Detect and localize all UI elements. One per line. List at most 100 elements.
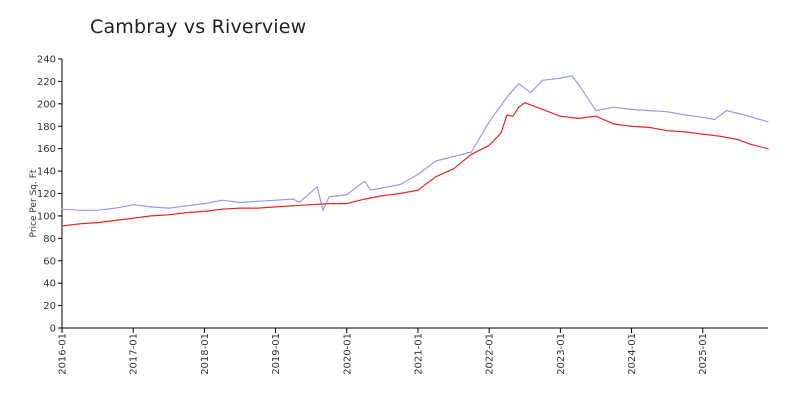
data-point xyxy=(381,195,383,197)
data-point xyxy=(767,148,769,150)
x-tick-label: 2020-01 xyxy=(342,333,353,375)
data-point xyxy=(737,139,739,141)
data-point xyxy=(328,203,330,205)
data-point xyxy=(257,200,259,202)
data-point xyxy=(399,183,401,186)
data-point xyxy=(168,214,170,216)
data-point xyxy=(275,199,277,201)
x-tick-label: 2021-01 xyxy=(413,333,424,375)
chart-axes: 0 20 40 60 80 100 120 140 160 180 200 220 240 2016-01… xyxy=(29,55,768,375)
data-point xyxy=(571,75,573,77)
data-point xyxy=(221,208,223,210)
data-point xyxy=(453,155,455,158)
y-tick-label: 200 xyxy=(37,99,56,110)
y-tick-label: 80 xyxy=(43,234,56,245)
data-point xyxy=(530,92,532,94)
data-point xyxy=(435,160,437,162)
data-point xyxy=(114,219,116,221)
data-point xyxy=(186,205,188,207)
y-tick-label: 180 xyxy=(37,122,56,133)
data-point xyxy=(666,111,668,113)
x-tick-label: 2016-01 xyxy=(58,333,69,375)
x-tick-label: 2024-01 xyxy=(627,333,638,375)
data-point xyxy=(595,115,597,117)
x-tick-label: 2022-01 xyxy=(485,333,496,375)
data-point xyxy=(369,189,372,191)
series-1 xyxy=(61,102,769,227)
data-point xyxy=(364,198,366,200)
data-point xyxy=(684,114,686,116)
y-tick-label: 100 xyxy=(37,211,56,222)
data-point xyxy=(648,110,650,112)
data-point xyxy=(506,96,508,98)
data-point xyxy=(613,106,615,108)
data-point xyxy=(79,209,81,211)
y-tick-label: 20 xyxy=(43,301,56,312)
data-point xyxy=(630,125,633,127)
chart-title: Cambray vs Riverview xyxy=(90,16,307,38)
data-point xyxy=(488,144,490,146)
data-point xyxy=(417,173,419,175)
data-point xyxy=(150,215,152,217)
y-tick-label: 60 xyxy=(43,256,56,267)
data-point xyxy=(417,189,419,191)
data-point xyxy=(186,212,188,214)
data-point xyxy=(506,114,508,116)
data-point xyxy=(239,207,241,209)
data-point xyxy=(559,115,562,117)
data-point xyxy=(595,110,597,112)
data-point xyxy=(559,77,562,79)
data-point xyxy=(150,206,152,208)
data-point xyxy=(381,187,383,189)
y-tick-label: 240 xyxy=(37,55,56,66)
x-tick-label: 2019-01 xyxy=(271,333,282,375)
data-point xyxy=(518,83,520,85)
y-tick-label: 220 xyxy=(37,77,56,88)
data-point xyxy=(583,92,585,94)
data-point xyxy=(97,209,99,211)
data-point xyxy=(132,217,134,219)
data-point xyxy=(524,102,526,104)
data-point xyxy=(725,110,728,112)
data-point xyxy=(79,223,81,225)
data-point xyxy=(512,115,514,117)
data-point xyxy=(435,176,437,178)
x-tick-label: 2025-01 xyxy=(698,333,709,375)
series-layer xyxy=(61,75,769,227)
y-tick-label: 120 xyxy=(37,189,56,200)
y-axis-title: Price Per Sq. Ft xyxy=(29,169,39,237)
data-point xyxy=(168,207,170,209)
data-point xyxy=(310,204,312,206)
series-line xyxy=(61,102,769,227)
data-point xyxy=(364,180,366,182)
data-point xyxy=(399,192,401,195)
data-point xyxy=(613,123,615,125)
x-tick-label: 2023-01 xyxy=(556,333,567,375)
data-point xyxy=(203,203,205,205)
data-point xyxy=(767,121,769,123)
data-point xyxy=(61,225,63,227)
data-point xyxy=(114,207,116,209)
y-tick-label: 160 xyxy=(37,144,56,155)
data-point xyxy=(453,168,455,170)
data-point xyxy=(749,143,751,145)
data-point xyxy=(346,194,348,196)
data-point xyxy=(470,153,472,155)
data-point xyxy=(630,108,633,110)
y-tick-label: 0 xyxy=(50,324,56,335)
data-point xyxy=(322,209,324,211)
data-point xyxy=(61,208,63,210)
data-point xyxy=(684,131,686,133)
data-point xyxy=(542,108,544,110)
data-point xyxy=(346,203,348,205)
data-point xyxy=(666,130,668,132)
data-point xyxy=(292,198,294,200)
data-point xyxy=(203,210,205,212)
data-point xyxy=(702,133,704,135)
x-tick-label: 2018-01 xyxy=(200,333,211,375)
y-tick-label: 40 xyxy=(43,279,56,290)
data-point xyxy=(298,201,300,204)
series-0 xyxy=(61,75,769,211)
data-point xyxy=(702,116,704,118)
